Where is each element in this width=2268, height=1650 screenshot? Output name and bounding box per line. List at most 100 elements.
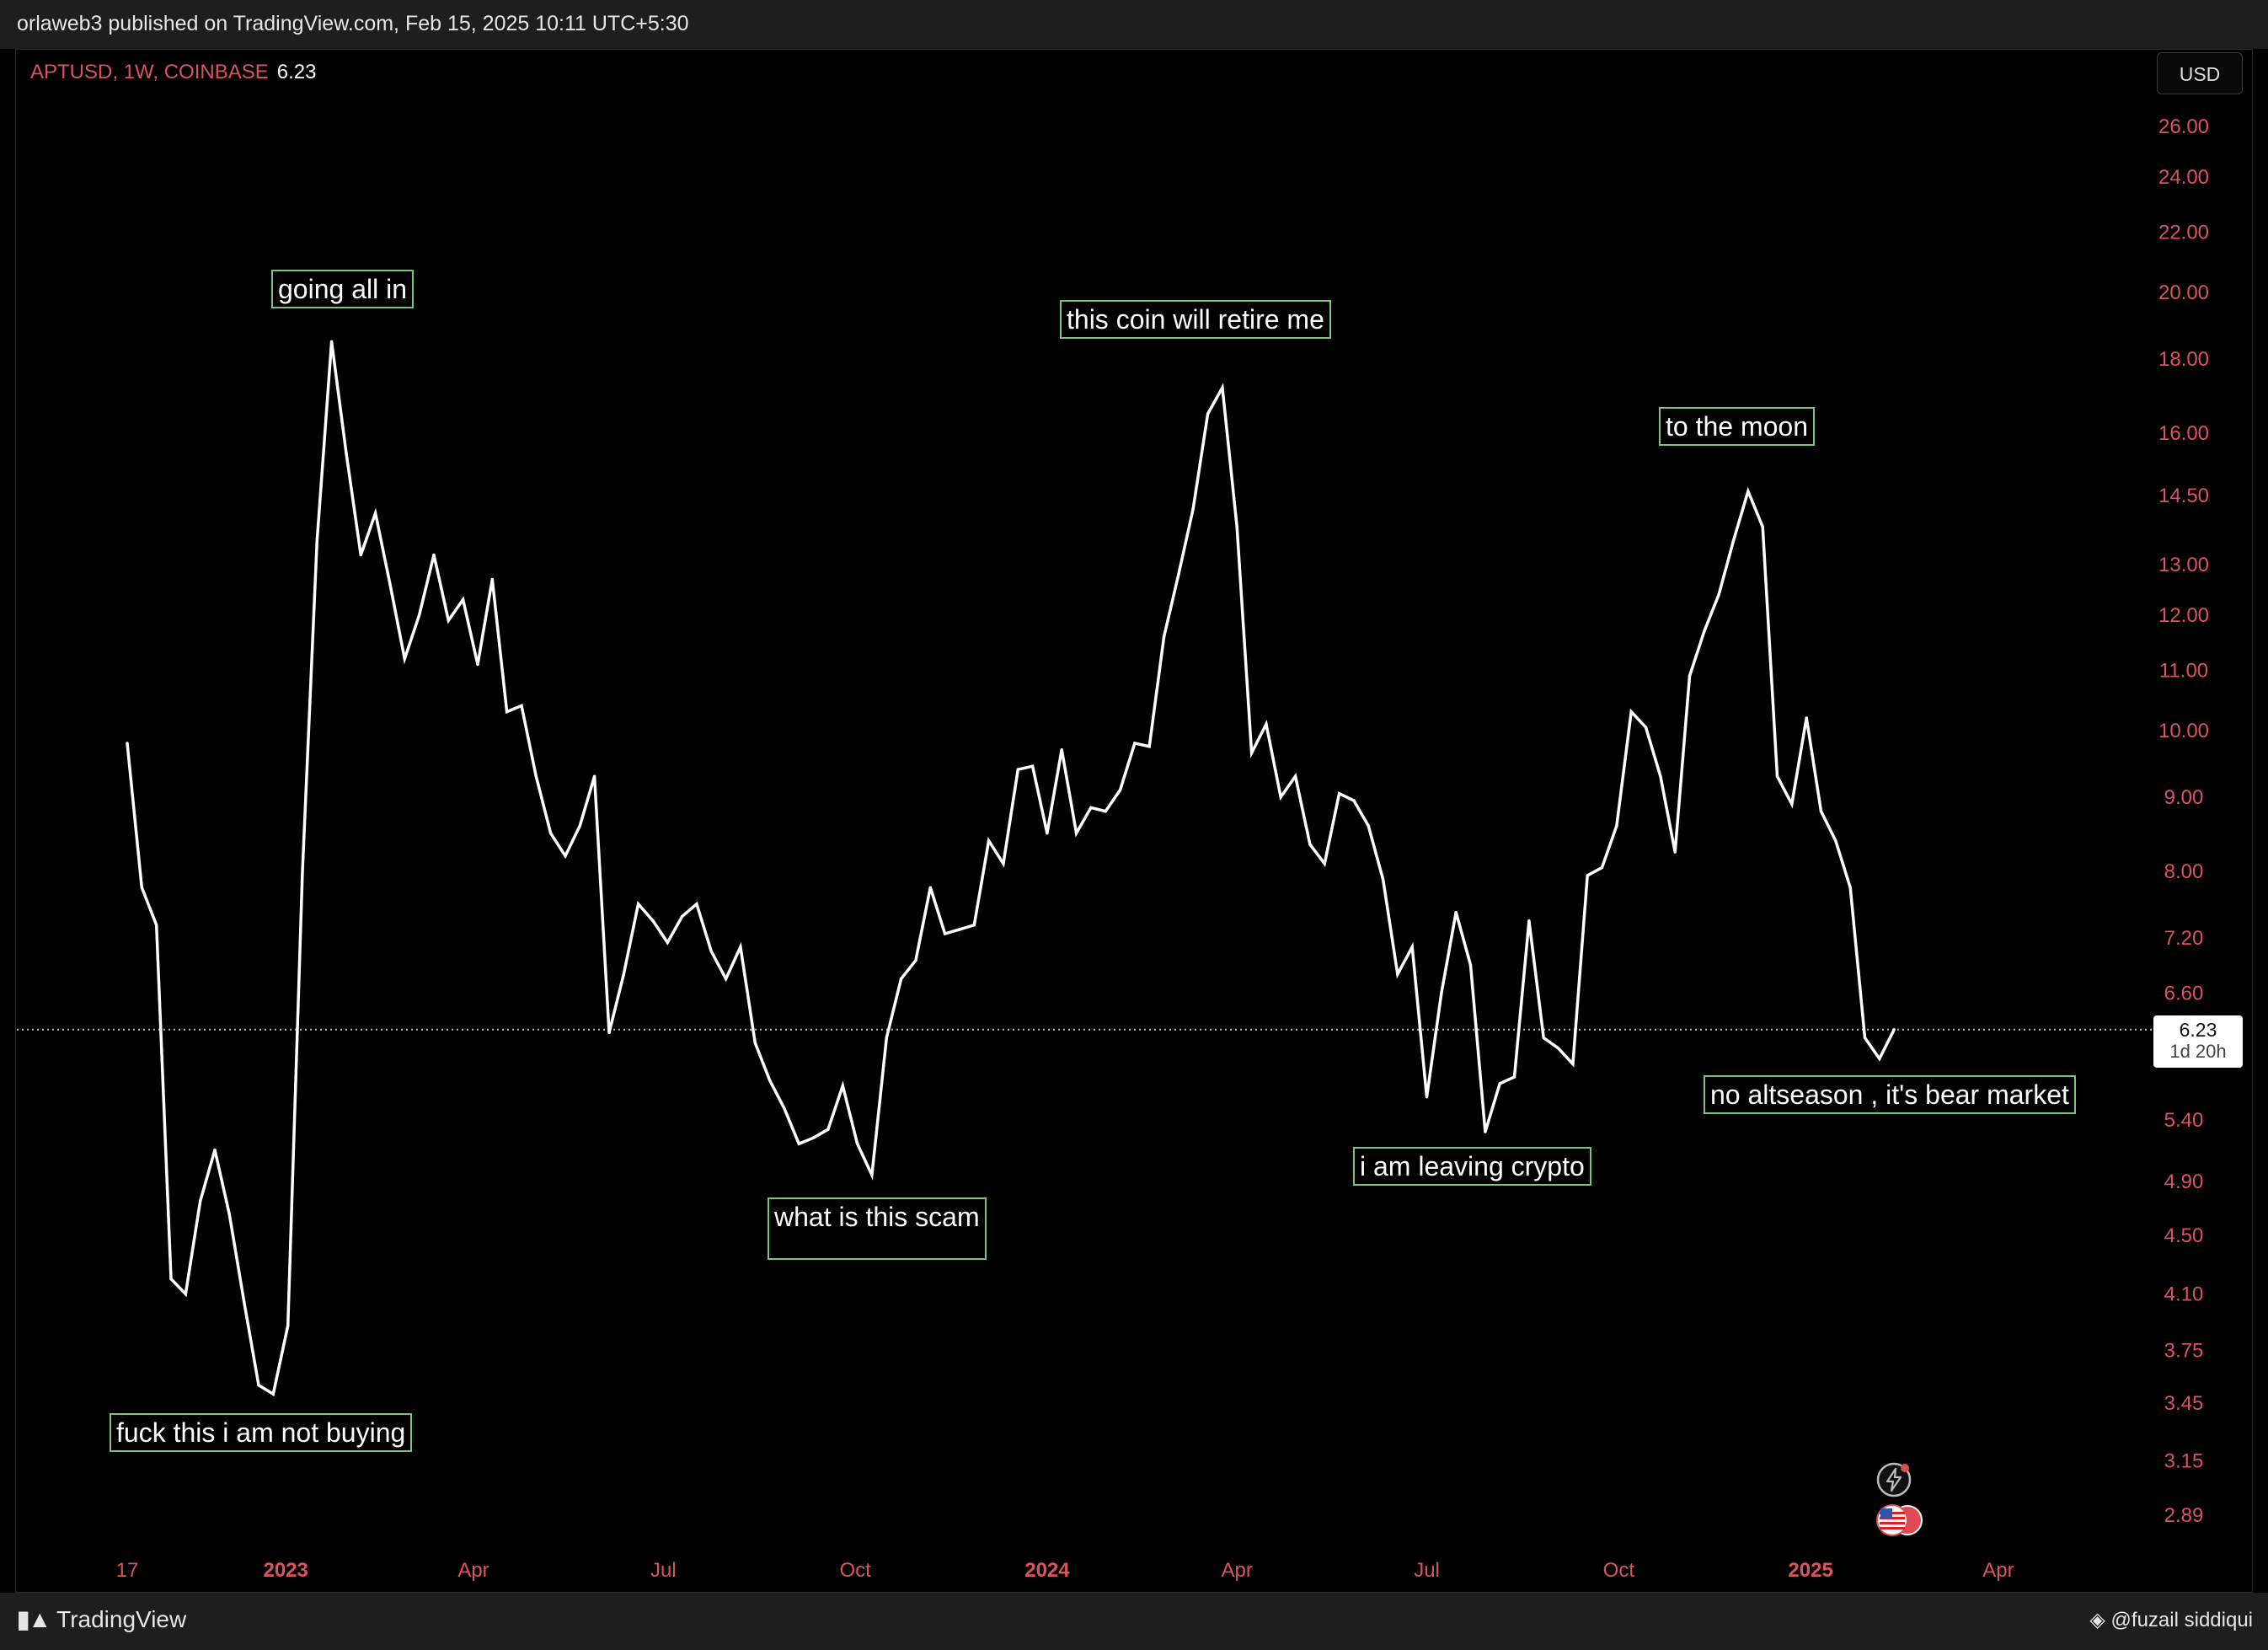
annotation-bear[interactable]: no altseason , it's bear market [1704,1075,2076,1114]
y-tick-label: 26.00 [2158,115,2209,138]
data-point [1878,1057,1881,1061]
binance-square-icon: ◈ [2089,1609,2105,1631]
data-point [592,774,596,778]
data-point [753,1041,757,1045]
y-tick-label: 14.50 [2158,485,2209,507]
tradingview-logo[interactable]: ▮▲ TradingView [17,1605,186,1633]
data-point [899,977,903,981]
y-tick-label: 9.00 [2164,786,2204,809]
currency-button[interactable]: USD [2157,52,2243,94]
data-point [447,619,450,622]
annotation-moon[interactable]: to the moon [1659,407,1815,446]
series-group [126,340,1896,1397]
data-point [1629,710,1633,714]
data-point [855,1142,859,1146]
data-point [1410,946,1414,949]
data-point [1104,810,1107,813]
data-point [301,870,304,873]
data-point [709,950,713,953]
data-point [1468,963,1473,967]
y-tick-label: 8.00 [2164,860,2204,883]
data-point [155,924,158,927]
data-point [329,340,334,343]
y-tick-label: 3.15 [2164,1449,2204,1472]
y-tick-label: 24.00 [2158,166,2209,189]
data-point [680,914,684,919]
annotation-not-buying[interactable]: fuck this i am not buying [110,1413,413,1452]
data-point [359,553,362,557]
publisher-text: orlaweb3 published on TradingView.com, F… [17,12,689,35]
data-point [1308,843,1312,846]
data-point [1571,1062,1575,1066]
data-point [1089,806,1093,810]
y-axis[interactable]: 26.00 24.00 22.00 20.00 18.00 16.00 14.50 13.00… [2158,115,2209,1527]
author-watermark: ◈ @fuzail siddiqui [2089,1608,2253,1632]
data-point [140,886,143,889]
data-point [432,553,436,557]
symbol-info[interactable]: APTUSD, 1W, COINBASE 6.23 [30,61,316,84]
us-flag-icon[interactable] [1874,1503,1926,1537]
x-tick-label: Apr [457,1559,489,1582]
price-series-line[interactable] [126,341,1896,1397]
y-tick-label: 2.89 [2164,1504,2204,1527]
data-point [1191,507,1195,511]
data-point [1790,802,1794,806]
flash-icon[interactable] [1875,1461,1912,1498]
data-point [578,824,581,828]
data-point [1746,490,1750,493]
data-point [271,1392,275,1396]
data-point [739,946,742,949]
data-point [1498,1082,1501,1085]
data-point [1644,726,1648,729]
chart-panel[interactable] [15,49,2253,1593]
y-tick-label: 11.00 [2159,659,2208,682]
data-point [1673,850,1677,854]
data-point [1775,774,1779,778]
annotation-leaving[interactable]: i am leaving crypto [1353,1147,1591,1186]
y-tick-label: 12.00 [2158,604,2209,627]
data-point [811,1136,816,1139]
data-point [797,1142,800,1146]
data-point [1249,751,1254,755]
data-point [1805,716,1808,720]
data-point [1293,774,1297,778]
data-point [1074,832,1078,835]
data-point [505,710,509,714]
annotation-going-all-in[interactable]: going all in [271,270,414,308]
data-point [1659,774,1662,778]
y-tick-label: 10.00 [2158,720,2209,742]
annotation-scam[interactable]: what is this scam [768,1197,987,1260]
x-tick-label: 2025 [1788,1559,1832,1582]
symbol-last-price: 6.23 [276,61,317,83]
data-point [227,1213,231,1216]
data-point [1892,1028,1896,1031]
data-point [958,928,961,931]
data-point [1147,745,1151,748]
y-tick-label: 6.60 [2164,983,2204,1005]
bar-countdown-timer: 1d 20h [2169,1041,2227,1062]
data-point [1703,629,1706,633]
data-point [1615,824,1618,828]
data-point [870,1173,874,1177]
data-point [490,577,494,581]
x-tick-label: 2024 [1024,1559,1070,1582]
data-point [1396,972,1399,976]
y-tick-label: 4.90 [2164,1171,2204,1193]
data-point [476,662,479,667]
data-point [1235,525,1238,528]
data-point [1265,722,1268,726]
data-point [1133,742,1137,745]
y-tick-label: 18.00 [2158,348,2209,371]
y-tick-label: 7.20 [2164,927,2204,950]
annotation-retire[interactable]: this coin will retire me [1060,300,1331,339]
data-point [885,1036,889,1040]
x-axis[interactable]: 17 2023 Apr Jul Oct 2024 Apr Jul Oct 2025 Apr [116,1559,2014,1582]
data-point [315,539,318,543]
data-point [987,838,991,843]
data-point [695,903,698,906]
data-point [548,832,553,835]
data-point [1440,991,1443,995]
data-point [943,932,947,935]
data-point [1600,865,1604,870]
